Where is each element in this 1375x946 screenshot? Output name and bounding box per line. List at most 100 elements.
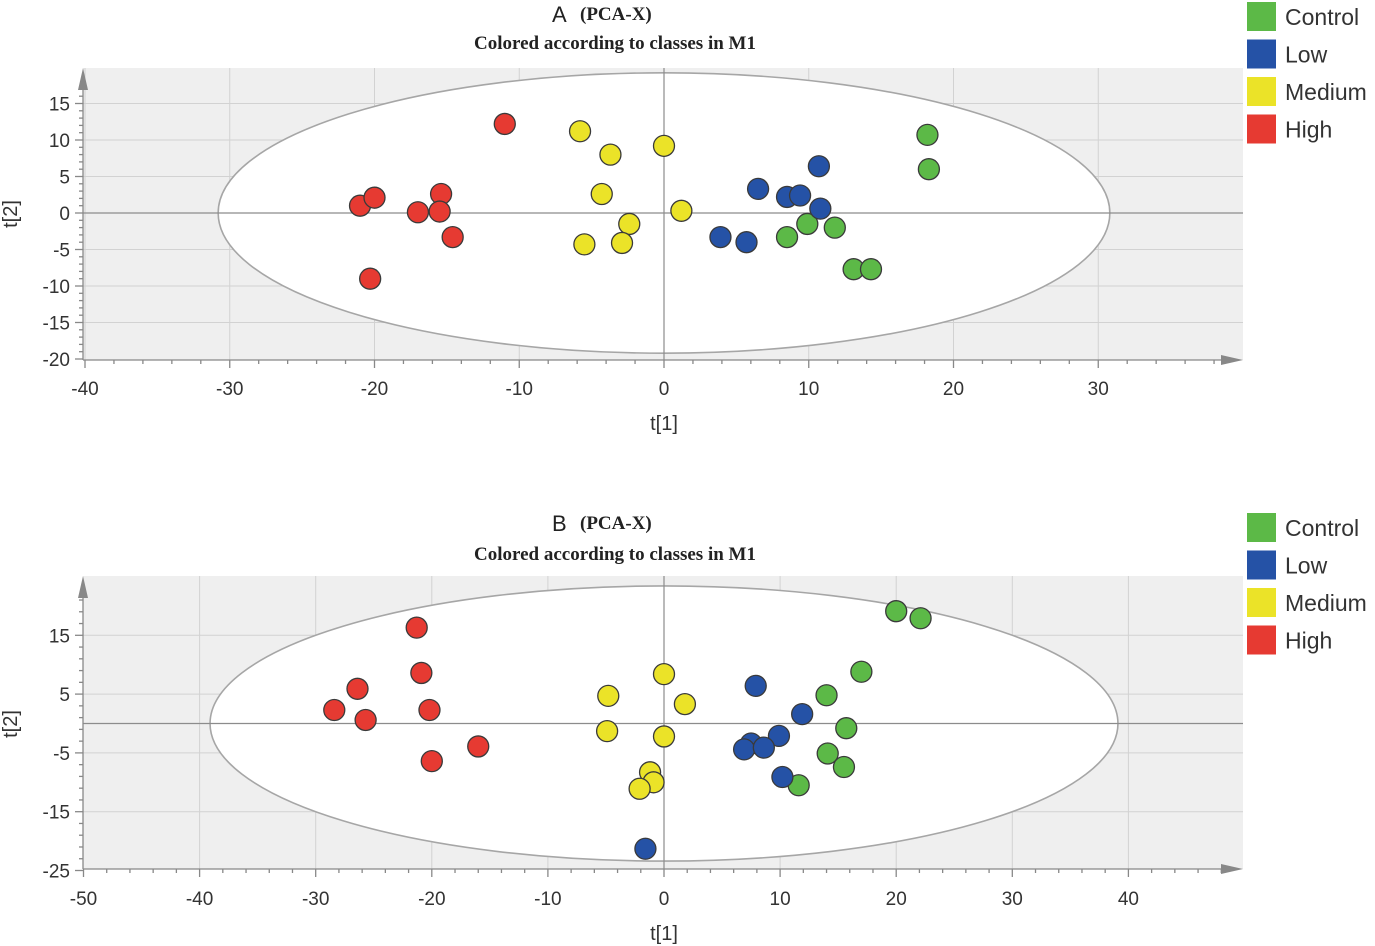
panel-a-x-tick-label: -20: [361, 379, 388, 400]
panel-b-point-low: [744, 674, 767, 698]
panel-a-legend-label-high: High: [1285, 117, 1332, 143]
panel-a-point-high: [493, 112, 516, 136]
panel-b-legend-label-control: Control: [1285, 515, 1359, 541]
panel-b-point-medium: [628, 777, 651, 800]
panel-a-point-low: [735, 231, 758, 254]
panel-b-legend-label-high: High: [1285, 628, 1332, 654]
panel-b: B (PCA-X) Colored according to classes i…: [0, 511, 1367, 945]
panel-b-x-tick-label: 40: [1118, 889, 1139, 910]
panel-a-point-low: [788, 184, 812, 207]
panel-b-x-tick-label: -10: [534, 889, 561, 910]
panel-b-legend: Control Low Medium High: [1247, 513, 1367, 655]
panel-b-point-medium: [597, 684, 620, 708]
panel-a-point-medium: [618, 212, 641, 236]
panel-a-point-medium: [610, 231, 634, 255]
panel-b-point-control: [815, 684, 838, 707]
panel-b-ylabel: t[2]: [0, 710, 22, 738]
panel-a-point-low: [807, 155, 831, 178]
panel-a-point-control: [823, 216, 846, 239]
panel-b-y-tick-label: -25: [43, 862, 70, 883]
panel-a-y-tick-label: 15: [49, 95, 70, 116]
panel-b-point-low: [752, 736, 775, 759]
panel-a-point-high: [359, 267, 382, 290]
panel-b-point-medium: [595, 719, 619, 743]
panel-b-point-control: [832, 755, 856, 779]
panel-b-points: [323, 600, 932, 860]
panel-b-x-tick-label: -50: [70, 889, 97, 910]
panel-a-point-control: [916, 123, 939, 147]
panel-a-y-tick-label: 0: [59, 204, 70, 225]
panel-b-point-medium: [673, 692, 697, 716]
panel-b-point-high: [420, 749, 443, 773]
panel-a-tick-labels: -40 -30 -20 -10 0 10 20 30 -20 -15 -10 -5 0 5 10 15: [43, 95, 1109, 401]
panel-a-legend-swatch-high: [1247, 114, 1276, 144]
panel-a-point-high: [406, 201, 430, 224]
panel-b-x-tick-label: 30: [1002, 889, 1023, 910]
panel-b-point-high: [467, 735, 490, 758]
panel-b-point-control: [850, 660, 873, 683]
panel-a-point-low: [709, 225, 732, 249]
panel-b-legend-label-low: Low: [1285, 553, 1328, 579]
panel-a-x-tick-label: 10: [798, 379, 819, 400]
panel-b-point-control: [885, 600, 908, 623]
panel-a-legend-swatch-control: [1247, 2, 1276, 31]
panel-b-point-low: [634, 837, 657, 860]
panel-a-x-tick-label: 0: [659, 379, 670, 400]
panel-a-legend-swatch-low: [1247, 39, 1276, 69]
panel-a-origin-lines: [83, 68, 1243, 360]
panel-b-y-axis-arrow: [78, 576, 88, 598]
panel-b-point-low: [767, 724, 791, 747]
panel-a-xlabel: t[1]: [650, 413, 678, 435]
panel-a-point-medium: [599, 143, 622, 166]
panel-b-x-tick-label: 0: [659, 889, 670, 910]
panel-b-point-medium: [652, 725, 676, 748]
panel-a-x-tick-label: 20: [943, 379, 964, 400]
panel-a-point-control: [796, 212, 819, 236]
panel-b-point-high: [346, 677, 369, 700]
panel-a-legend-label-low: Low: [1285, 42, 1328, 68]
panel-b-subtitle: Colored according to classes in M1: [474, 544, 756, 565]
panel-b-title: (PCA-X): [580, 513, 652, 534]
panel-a-y-tick-label: -15: [43, 314, 70, 335]
panel-a-point-medium: [573, 233, 596, 256]
panel-a-point-medium: [590, 182, 613, 206]
panel-b-x-tick-label: 10: [770, 889, 791, 910]
panel-a-y-tick-label: 10: [49, 131, 70, 152]
panel-a-legend-label-medium: Medium: [1285, 79, 1367, 105]
panel-b-y-tick-label: -15: [43, 803, 70, 824]
panel-b-point-control: [816, 742, 839, 765]
panel-b-point-high: [323, 698, 346, 722]
panel-b-y-tick-label: -5: [53, 744, 70, 765]
panel-a-legend-label-control: Control: [1285, 4, 1359, 30]
panel-a-point-control: [859, 258, 883, 281]
panel-a-axes: [75, 68, 1243, 368]
panel-a-point-high: [428, 200, 451, 223]
panel-b-x-axis-arrow: [1221, 864, 1243, 874]
panel-a-x-tick-label: -10: [506, 379, 533, 400]
panel-b-point-high: [405, 616, 428, 639]
panel-b-legend-swatch-medium: [1247, 588, 1276, 617]
panel-b-x-tick-label: -30: [302, 889, 329, 910]
panel-b-origin-lines: [83, 576, 1243, 869]
panel-b-point-low: [771, 765, 794, 789]
panel-b-point-low: [791, 702, 814, 726]
panel-b-legend-label-medium: Medium: [1285, 590, 1367, 616]
panel-b-x-tick-label: -20: [418, 889, 445, 910]
panel-a-title: (PCA-X): [580, 4, 652, 25]
panel-a-point-low: [746, 177, 770, 201]
panel-b-point-medium: [652, 662, 676, 686]
panel-a-y-tick-label: -20: [43, 350, 70, 371]
panel-a-point-control: [775, 225, 799, 249]
panel-a-legend-swatch-medium: [1247, 77, 1276, 106]
panel-a-ylabel: t[2]: [0, 200, 22, 228]
panel-b-point-control: [909, 607, 932, 630]
panel-b-axes: [75, 576, 1243, 877]
panel-b-point-high: [354, 708, 377, 732]
panel-a-y-axis-arrow: [78, 68, 88, 90]
panel-a-points: [348, 112, 941, 290]
panel-b-tick-labels: -50 -40 -30 -20 -10 0 10 20 30 40 -25 -15 -5 5 15: [43, 626, 1139, 910]
panel-b-x-tick-label: 20: [886, 889, 907, 910]
panel-b-letter: B: [552, 511, 567, 536]
panel-b-point-high: [410, 661, 433, 685]
